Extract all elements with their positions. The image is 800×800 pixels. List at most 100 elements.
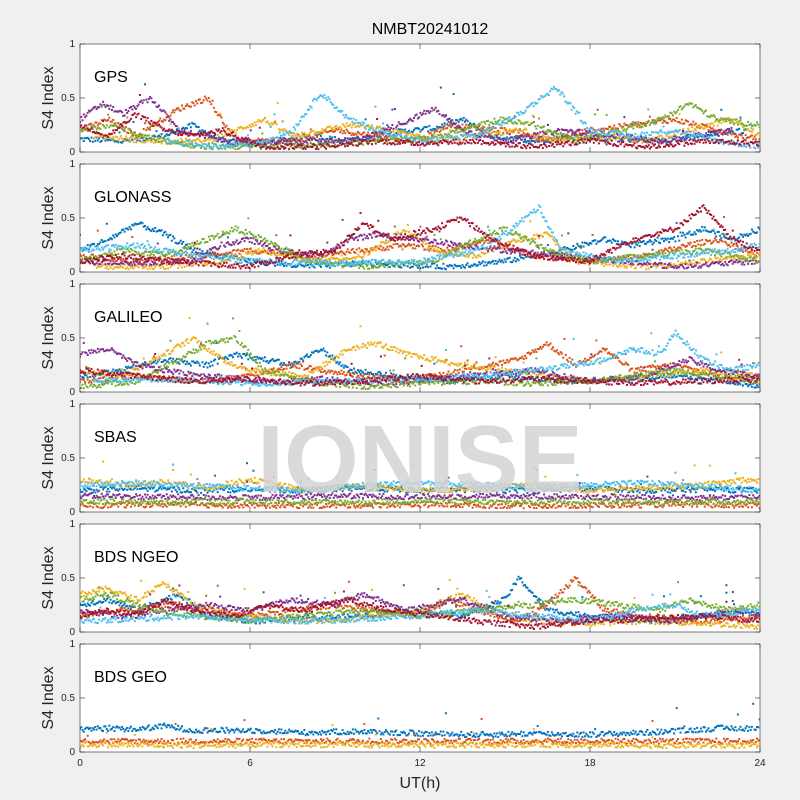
data-point bbox=[430, 245, 433, 248]
data-point bbox=[104, 135, 107, 138]
data-point bbox=[418, 238, 421, 241]
series-group bbox=[80, 83, 760, 151]
data-point bbox=[96, 124, 99, 127]
data-point bbox=[271, 146, 274, 149]
data-point bbox=[631, 242, 634, 245]
data-point bbox=[261, 249, 264, 252]
data-point bbox=[677, 109, 679, 111]
data-point bbox=[493, 117, 496, 120]
data-point bbox=[184, 244, 187, 247]
data-point bbox=[224, 132, 227, 135]
data-point bbox=[559, 138, 562, 141]
data-point bbox=[643, 147, 646, 150]
data-point bbox=[168, 128, 171, 131]
data-point bbox=[136, 137, 139, 140]
data-point bbox=[335, 257, 338, 259]
data-point bbox=[197, 138, 200, 141]
data-point bbox=[283, 133, 286, 136]
data-point bbox=[434, 139, 437, 142]
data-point bbox=[419, 267, 422, 270]
data-point bbox=[706, 115, 709, 118]
data-point bbox=[654, 238, 656, 241]
data-point bbox=[490, 135, 493, 138]
data-point bbox=[230, 132, 233, 134]
data-point bbox=[271, 140, 274, 143]
data-point bbox=[87, 138, 90, 141]
data-point bbox=[233, 249, 236, 252]
data-point bbox=[274, 142, 277, 145]
data-point bbox=[490, 237, 493, 240]
data-point bbox=[132, 267, 135, 270]
data-point bbox=[308, 139, 311, 142]
data-point bbox=[668, 117, 671, 120]
data-point bbox=[401, 137, 404, 139]
data-point bbox=[191, 143, 194, 146]
data-point bbox=[253, 250, 256, 253]
data-point bbox=[181, 130, 183, 133]
data-point bbox=[541, 125, 544, 128]
data-point bbox=[706, 125, 709, 128]
data-point bbox=[325, 99, 328, 102]
data-point bbox=[344, 138, 347, 141]
data-point bbox=[710, 130, 713, 133]
data-point bbox=[364, 248, 367, 251]
data-point bbox=[710, 133, 713, 136]
data-point bbox=[551, 88, 554, 91]
data-point bbox=[614, 128, 617, 131]
data-point bbox=[447, 138, 449, 141]
data-point bbox=[541, 137, 544, 140]
data-point bbox=[650, 139, 653, 142]
data-point bbox=[292, 126, 295, 129]
data-point bbox=[266, 142, 269, 145]
data-point bbox=[392, 136, 395, 139]
data-point bbox=[728, 130, 730, 132]
data-point bbox=[643, 136, 646, 139]
data-point bbox=[244, 140, 247, 143]
data-point bbox=[619, 124, 622, 127]
data-point bbox=[642, 139, 645, 141]
data-point bbox=[258, 146, 261, 149]
data-point bbox=[376, 138, 379, 141]
data-point bbox=[142, 261, 145, 264]
data-point bbox=[693, 136, 696, 139]
data-point bbox=[587, 129, 590, 132]
data-point bbox=[112, 106, 115, 108]
data-point bbox=[112, 268, 115, 270]
data-point bbox=[388, 133, 391, 136]
data-point bbox=[286, 132, 289, 135]
data-point bbox=[517, 119, 520, 122]
data-point bbox=[715, 235, 718, 238]
data-point bbox=[187, 134, 190, 137]
data-point bbox=[112, 138, 115, 141]
data-point bbox=[703, 127, 706, 130]
data-point bbox=[675, 136, 678, 139]
data-point bbox=[701, 225, 704, 228]
data-point bbox=[568, 129, 571, 132]
data-point bbox=[615, 145, 618, 148]
data-point bbox=[712, 240, 715, 243]
data-point bbox=[104, 127, 107, 129]
data-point bbox=[286, 142, 289, 145]
data-point bbox=[360, 257, 363, 260]
data-point bbox=[443, 115, 446, 118]
data-point bbox=[658, 130, 661, 133]
data-point bbox=[648, 255, 651, 258]
data-point bbox=[240, 136, 243, 139]
data-point bbox=[113, 131, 116, 134]
data-point bbox=[147, 121, 150, 124]
data-point bbox=[567, 259, 570, 262]
data-point bbox=[122, 129, 125, 132]
data-point bbox=[378, 125, 381, 128]
data-point bbox=[112, 125, 115, 127]
data-point bbox=[269, 147, 271, 150]
data-point bbox=[184, 143, 187, 146]
data-point bbox=[155, 139, 158, 141]
data-point bbox=[136, 222, 139, 225]
data-point bbox=[492, 122, 495, 125]
data-point bbox=[165, 129, 168, 132]
data-point bbox=[690, 134, 693, 137]
data-point bbox=[240, 249, 243, 252]
data-point bbox=[360, 133, 363, 136]
data-point bbox=[534, 132, 537, 135]
data-point bbox=[343, 124, 346, 127]
